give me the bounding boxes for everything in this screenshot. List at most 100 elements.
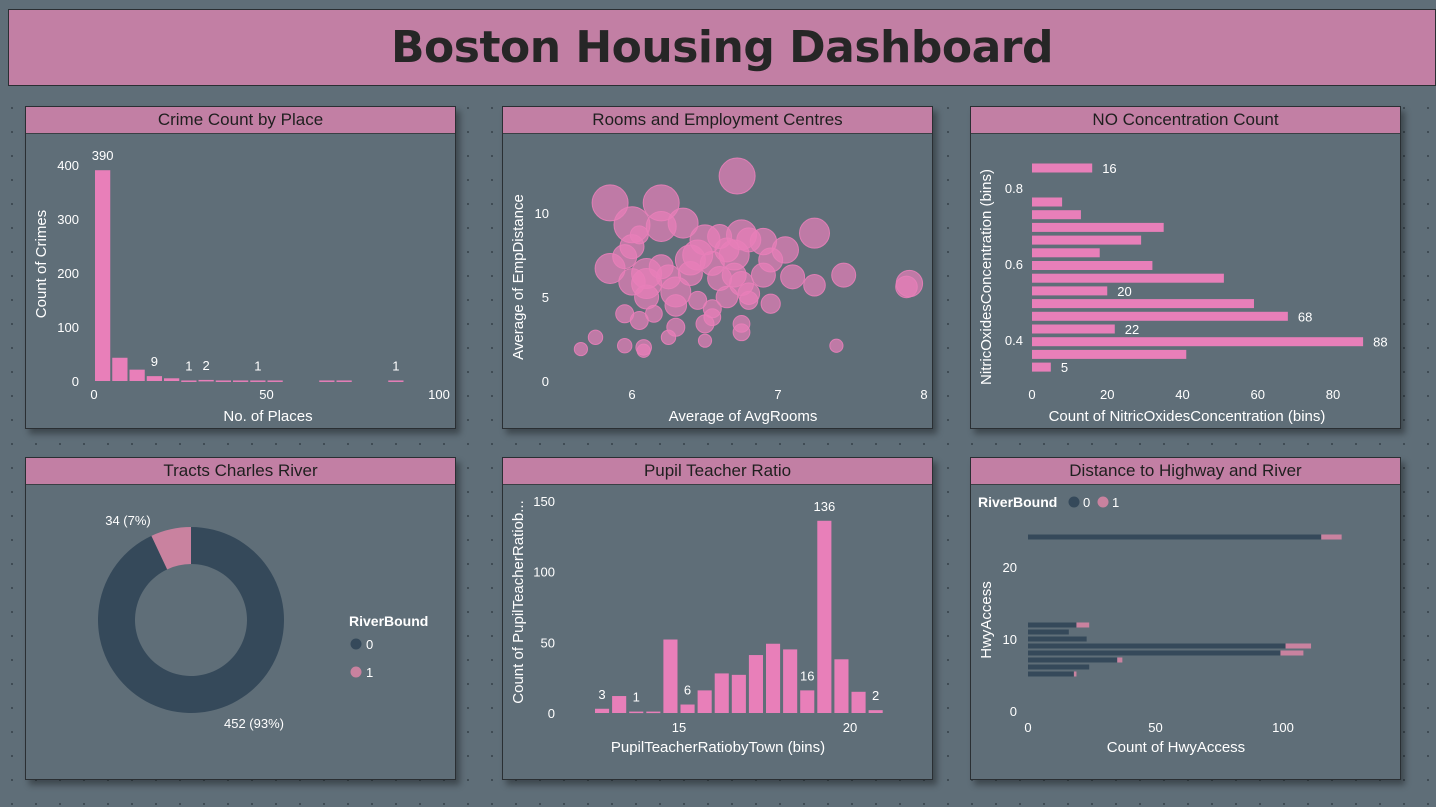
crime-xtick-label: 50 (259, 387, 273, 402)
crime-data-label: 1 (185, 358, 192, 373)
pupil-bar (766, 643, 781, 713)
crime-data-label: 390 (92, 148, 114, 163)
rooms-xtick-label: 6 (628, 387, 635, 402)
nox-bar (1032, 324, 1115, 334)
nox-data-label: 22 (1125, 322, 1139, 337)
rooms-bubble (573, 341, 589, 357)
crime-panel[interactable]: Crime Count by Place 0 100 200 300 400 0 50 100… (25, 106, 456, 429)
crime-chart-title: Crime Count by Place (26, 107, 455, 134)
crime-ytick-label: 0 (72, 374, 79, 389)
rooms-bubble (667, 207, 699, 239)
pupil-bar (663, 639, 678, 713)
crime-bar (319, 380, 335, 382)
rooms-xtick-label: 8 (920, 387, 927, 402)
highway-xtick-label: 50 (1148, 720, 1162, 735)
nox-panel[interactable]: NO Concentration Count 16 20 68 22 88 5 0.8 0.6… (970, 106, 1401, 429)
nox-bar (1032, 337, 1364, 347)
crime-bar (336, 380, 352, 382)
crime-bar (198, 379, 214, 382)
nox-xtick-label: 60 (1251, 387, 1265, 402)
rooms-bubble (771, 236, 799, 264)
highway-bar-0 (1028, 629, 1069, 635)
nox-bar (1032, 248, 1100, 258)
rooms-chart[interactable]: 0 5 10 6 7 8 Average of AvgRooms Average of Emp… (503, 134, 932, 428)
donut-slice-1 (151, 527, 191, 570)
dashboard-title: Boston Housing Dashboard (391, 22, 1054, 73)
highway-bar-1 (1117, 657, 1123, 663)
nox-bar (1032, 235, 1142, 245)
crime-x-axis-label: No. of Places (223, 408, 312, 425)
rooms-x-axis-label: Average of AvgRooms (669, 408, 818, 425)
river-panel[interactable]: Tracts Charles River 452 (93%) 34 (7%) Riv… (25, 457, 456, 780)
donut-label-0: 452 (93%) (224, 716, 284, 731)
legend-label-1: 1 (366, 665, 373, 680)
highway-legend-label-0: 0 (1083, 495, 1090, 510)
crime-bar (95, 170, 111, 381)
pupil-bar (834, 659, 849, 713)
nox-ytick-label: 0.8 (1005, 181, 1023, 196)
nox-data-label: 20 (1117, 284, 1131, 299)
pupil-bar (629, 711, 644, 714)
rooms-ytick-label: 5 (542, 290, 549, 305)
highway-ytick-label: 20 (1003, 560, 1017, 575)
rooms-bubble (587, 329, 604, 346)
nox-xtick-label: 20 (1100, 387, 1114, 402)
rooms-bubble (732, 323, 751, 342)
highway-bar-1 (1321, 534, 1342, 540)
nox-bar (1032, 273, 1224, 283)
pupil-y-axis-label: Count of PupilTeacherRatiob... (510, 500, 527, 703)
rooms-bubble (760, 293, 781, 314)
crime-data-label: 2 (203, 358, 210, 373)
pupil-bar (868, 710, 883, 713)
highway-legend-swatch-0 (1068, 496, 1080, 508)
nox-chart-title: NO Concentration Count (971, 107, 1400, 134)
nox-bar (1032, 286, 1108, 296)
nox-bar (1032, 261, 1153, 270)
nox-data-label: 68 (1298, 309, 1312, 324)
nox-xtick-label: 40 (1175, 387, 1189, 402)
pupil-data-label: 6 (684, 683, 691, 698)
rooms-chart-title: Rooms and Employment Centres (503, 107, 932, 134)
crime-bar (181, 380, 197, 382)
rooms-bubble (718, 157, 756, 195)
nox-data-label: 88 (1373, 335, 1387, 350)
rooms-bubble (636, 343, 651, 358)
nox-bar (1032, 197, 1063, 207)
highway-bar-0 (1028, 643, 1286, 649)
rooms-bubble (799, 217, 830, 249)
pupil-data-label: 1 (633, 690, 640, 705)
pupil-bar (714, 673, 729, 713)
dashboard-header: Boston Housing Dashboard (8, 9, 1436, 86)
pupil-data-label: 136 (813, 499, 835, 514)
river-chart-title: Tracts Charles River (26, 458, 455, 485)
crime-ytick-label: 400 (57, 158, 79, 173)
pupil-bar (851, 691, 866, 713)
highway-xtick-label: 100 (1272, 720, 1294, 735)
pupil-ytick-label: 150 (533, 494, 555, 509)
nox-bar (1032, 349, 1187, 359)
pupil-xtick-label: 15 (672, 720, 686, 735)
nox-data-label: 16 (1102, 161, 1116, 176)
highway-bar-0 (1028, 671, 1074, 677)
highway-legend-title: RiverBound (978, 494, 1057, 510)
pupil-bar (748, 655, 763, 713)
pupil-panel[interactable]: Pupil Teacher Ratio 0 50 100 150 15 20 3 1 6 16 13… (502, 457, 933, 780)
highway-bar-0 (1028, 664, 1090, 670)
pupil-data-label: 2 (872, 688, 879, 703)
rooms-xtick-label: 7 (774, 387, 781, 402)
highway-panel[interactable]: Distance to Highway and River RiverBound… (970, 457, 1401, 780)
rooms-bubble (656, 264, 681, 290)
rooms-panel[interactable]: Rooms and Employment Centres 0 5 10 6 7 8 Aver… (502, 106, 933, 429)
crime-bar (267, 380, 283, 382)
rooms-bubble (688, 290, 708, 310)
river-chart[interactable]: 452 (93%) 34 (7%) RiverBound 0 1 (26, 485, 455, 779)
crime-y-axis-label: Count of Crimes (33, 210, 50, 318)
pupil-bar (783, 649, 798, 713)
pupil-bar (646, 711, 661, 714)
crime-bar (112, 357, 128, 381)
highway-bar-1 (1073, 671, 1077, 677)
